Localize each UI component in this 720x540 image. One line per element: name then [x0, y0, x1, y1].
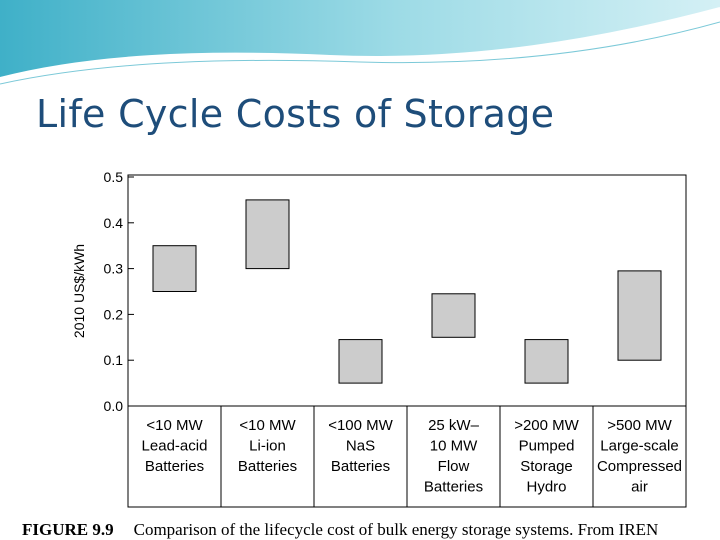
range-bar — [152, 245, 197, 292]
range-bar — [524, 339, 569, 384]
category-label: 10 MW — [430, 438, 478, 455]
category-label: Flow — [438, 458, 470, 475]
banner-wave-line — [0, 7, 720, 79]
category-label: Storage — [520, 458, 573, 475]
figure-label: FIGURE 9.9 — [22, 520, 114, 539]
y-axis-label: 2010 US$/kWh — [71, 244, 87, 338]
category-labels: <10 MW Lead-acid Batteries <10 MW Li-ion Batt… — [142, 417, 682, 496]
category-label: Compressed — [597, 458, 682, 475]
category-label: 25 kW– — [428, 417, 480, 434]
category-label: NaS — [346, 438, 375, 455]
banner-wave — [0, 0, 720, 78]
category-label: Lead-acid — [142, 438, 208, 455]
category-label: air — [631, 479, 648, 496]
category-label: Large-scale — [600, 438, 678, 455]
header-banner — [0, 0, 720, 85]
category-label: Batteries — [238, 458, 297, 475]
range-bar-chart: 0.0 0.1 0.2 0.3 0.4 0.5 <10 MW Lead-acid Batter… — [71, 169, 687, 508]
category-label: Batteries — [145, 458, 204, 475]
slide-title: Life Cycle Costs of Storage — [36, 92, 555, 136]
range-bar — [338, 339, 383, 384]
y-tick-label: 0.0 — [104, 398, 124, 414]
range-bar — [245, 199, 290, 270]
category-dividers — [220, 406, 594, 507]
category-label: <10 MW — [146, 417, 203, 434]
category-label: <10 MW — [239, 417, 296, 434]
category-label: Hydro — [526, 479, 566, 496]
category-label: >200 MW — [514, 417, 579, 434]
category-label: Pumped — [519, 438, 575, 455]
banner-wave-line — [0, 21, 720, 85]
category-label: <100 MW — [328, 417, 393, 434]
category-label: Li-ion — [249, 438, 286, 455]
category-label: Batteries — [331, 458, 390, 475]
category-label: >500 MW — [607, 417, 672, 434]
range-bar — [617, 270, 662, 361]
category-label: Batteries — [424, 479, 483, 496]
bars — [152, 199, 662, 384]
y-tick-label: 0.3 — [104, 261, 124, 277]
y-axis-ticks: 0.0 0.1 0.2 0.3 0.4 0.5 — [104, 169, 134, 414]
range-bar — [431, 293, 476, 338]
y-tick-label: 0.5 — [104, 169, 124, 185]
figure-caption: FIGURE 9.9 Comparison of the lifecycle co… — [22, 520, 720, 540]
y-tick-label: 0.1 — [104, 352, 124, 368]
caption-text: Comparison of the lifecycle cost of bulk… — [133, 520, 659, 539]
y-tick-label: 0.2 — [104, 306, 124, 322]
y-tick-label: 0.4 — [104, 215, 124, 231]
